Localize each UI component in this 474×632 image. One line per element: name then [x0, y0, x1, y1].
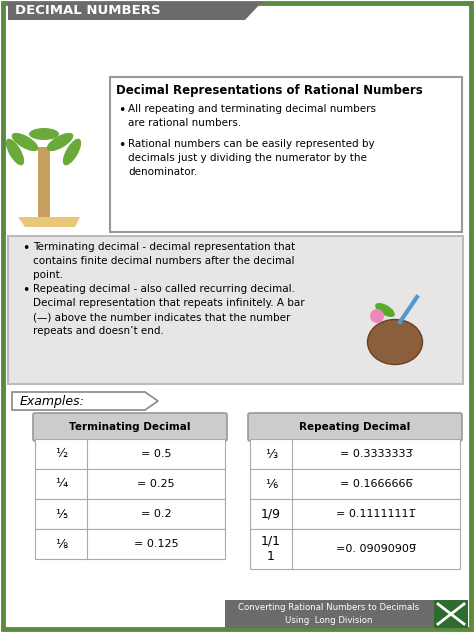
Text: ⅙: ⅙	[265, 478, 277, 490]
Text: Examples:: Examples:	[20, 394, 85, 408]
Text: Decimal Representations of Rational Numbers: Decimal Representations of Rational Numb…	[116, 84, 423, 97]
Ellipse shape	[367, 320, 422, 365]
Text: ⅕: ⅕	[55, 507, 67, 521]
Text: 1/9: 1/9	[261, 507, 281, 521]
Ellipse shape	[63, 138, 81, 166]
Polygon shape	[8, 2, 262, 20]
Text: DECIMAL NUMBERS: DECIMAL NUMBERS	[15, 4, 161, 18]
Text: Repeating decimal - also called recurring decimal.
Decimal representation that r: Repeating decimal - also called recurrin…	[33, 284, 305, 336]
FancyBboxPatch shape	[248, 413, 462, 441]
Text: = 0.1666666̅: = 0.1666666̅	[340, 479, 412, 489]
FancyBboxPatch shape	[35, 439, 225, 469]
Text: •: •	[22, 242, 29, 255]
Ellipse shape	[46, 133, 73, 151]
Text: •: •	[118, 104, 126, 117]
Ellipse shape	[6, 138, 24, 166]
FancyBboxPatch shape	[3, 3, 471, 629]
Text: Terminating Decimal: Terminating Decimal	[69, 422, 191, 432]
Circle shape	[370, 309, 384, 323]
Text: = 0.2: = 0.2	[141, 509, 171, 519]
Text: = 0.25: = 0.25	[137, 479, 175, 489]
Ellipse shape	[29, 128, 59, 140]
Ellipse shape	[375, 303, 395, 317]
Text: = 0.5: = 0.5	[141, 449, 171, 459]
Text: Rational numbers can be easily represented by
decimals just y dividing the numer: Rational numbers can be easily represent…	[128, 139, 374, 177]
Text: ⅛: ⅛	[55, 537, 67, 550]
FancyBboxPatch shape	[8, 236, 463, 384]
Text: ⅓: ⅓	[265, 447, 277, 461]
FancyBboxPatch shape	[35, 529, 225, 559]
Text: ¼: ¼	[55, 478, 67, 490]
Polygon shape	[12, 392, 158, 410]
FancyBboxPatch shape	[250, 469, 460, 499]
Text: •: •	[22, 284, 29, 297]
Text: Repeating Decimal: Repeating Decimal	[300, 422, 410, 432]
Ellipse shape	[12, 133, 38, 151]
FancyBboxPatch shape	[225, 600, 434, 628]
FancyBboxPatch shape	[434, 600, 468, 628]
FancyBboxPatch shape	[250, 529, 460, 569]
FancyBboxPatch shape	[38, 147, 50, 227]
Text: = 0.125: = 0.125	[134, 539, 178, 549]
Polygon shape	[18, 217, 80, 227]
Text: 1/1
1: 1/1 1	[261, 535, 281, 563]
Text: All repeating and terminating decimal numbers
are rational numbers.: All repeating and terminating decimal nu…	[128, 104, 376, 128]
Text: Terminating decimal - decimal representation that
contains finite decimal number: Terminating decimal - decimal representa…	[33, 242, 295, 280]
Text: Converting Rational Numbers to Decimals
Using  Long Division: Converting Rational Numbers to Decimals …	[238, 604, 419, 625]
FancyBboxPatch shape	[33, 413, 227, 441]
FancyBboxPatch shape	[35, 469, 225, 499]
Text: =0. 09090909̅: =0. 09090909̅	[336, 544, 416, 554]
FancyBboxPatch shape	[35, 499, 225, 529]
Text: •: •	[118, 139, 126, 152]
FancyBboxPatch shape	[250, 439, 460, 469]
FancyBboxPatch shape	[250, 499, 460, 529]
FancyBboxPatch shape	[110, 77, 462, 232]
Text: = 0.11111111̅̅: = 0.11111111̅̅	[336, 509, 416, 519]
Text: ½: ½	[55, 447, 67, 461]
Text: = 0.3333333̅: = 0.3333333̅	[340, 449, 412, 459]
